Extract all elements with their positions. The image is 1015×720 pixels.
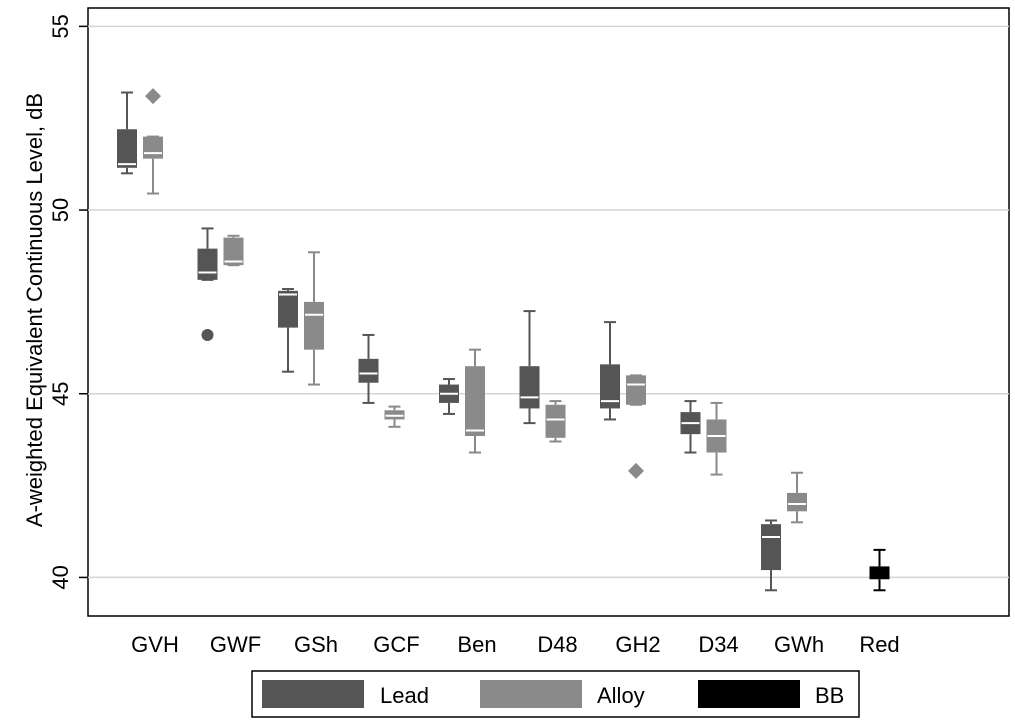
box-lead-gsh: [278, 288, 298, 373]
x-axis: GVH GWF GSh GCF Ben D48 GH2 D34 GWh Red: [131, 632, 900, 657]
iqr-box: [465, 366, 485, 436]
x-tick-label: Red: [859, 632, 899, 657]
plot-area: [87, 7, 1010, 617]
iqr-box: [304, 301, 324, 350]
box-alloy-gwh: [787, 471, 807, 524]
legend-label-lead: Lead: [380, 683, 429, 708]
box-alloy-gh2: [626, 374, 646, 479]
x-tick-label: GH2: [615, 632, 660, 657]
gridlines: [88, 25, 1009, 579]
box-lead-gwf: [197, 227, 218, 341]
box-lead-gh2: [600, 321, 620, 421]
y-tick-label: 45: [48, 381, 73, 405]
box-alloy-gsh: [304, 251, 324, 386]
x-tick-label: GWF: [210, 632, 261, 657]
legend-swatch-bb: [698, 680, 800, 708]
box-lead-gwh: [761, 519, 781, 592]
legend-swatch-lead: [262, 680, 364, 708]
outlier-marker: [201, 328, 214, 341]
iqr-box: [761, 524, 781, 571]
y-axis: 40 45 50 55: [48, 14, 88, 590]
box-alloy-d34: [706, 401, 727, 476]
iqr-box: [545, 404, 566, 438]
iqr-box: [600, 364, 620, 409]
iqr-box: [117, 129, 137, 168]
x-tick-label: GCF: [373, 632, 419, 657]
y-tick-label: 55: [48, 14, 73, 38]
legend-swatch-alloy: [480, 680, 582, 708]
iqr-box: [519, 366, 540, 409]
x-tick-label: D34: [698, 632, 738, 657]
x-tick-label: GSh: [294, 632, 338, 657]
y-tick-label: 50: [48, 198, 73, 222]
box-lead-d34: [680, 400, 701, 454]
iqr-box: [143, 136, 163, 159]
box-alloy-gwf: [223, 234, 244, 267]
x-tick-label: Ben: [457, 632, 496, 657]
iqr-box: [787, 492, 807, 512]
iqr-box: [278, 290, 298, 328]
legend-label-alloy: Alloy: [597, 683, 645, 708]
boxes: [117, 88, 890, 592]
iqr-box: [358, 358, 379, 383]
box-alloy-d48: [545, 400, 566, 443]
iqr-box: [223, 237, 244, 266]
x-tick-label: GVH: [131, 632, 179, 657]
iqr-box: [197, 248, 218, 280]
box-lead-d48: [519, 310, 540, 425]
box-lead-gcf: [358, 333, 379, 404]
y-tick-label: 40: [48, 565, 73, 589]
x-tick-label: GWh: [774, 632, 824, 657]
x-tick-label: D48: [537, 632, 577, 657]
legend-label-bb: BB: [815, 683, 844, 708]
iqr-box: [626, 375, 646, 405]
box-lead-gvh: [117, 91, 137, 175]
box-lead-ben: [439, 378, 459, 415]
y-axis-label: A-weighted Equivalent Continuous Level, …: [22, 93, 47, 527]
box-bb-red: [869, 548, 890, 592]
box-alloy-ben: [465, 348, 485, 454]
legend: Lead Alloy BB: [251, 670, 860, 718]
box-alloy-gvh: [143, 88, 163, 195]
outlier-marker: [628, 462, 644, 479]
box-alloy-gcf: [384, 405, 405, 428]
outlier-marker: [145, 88, 161, 105]
